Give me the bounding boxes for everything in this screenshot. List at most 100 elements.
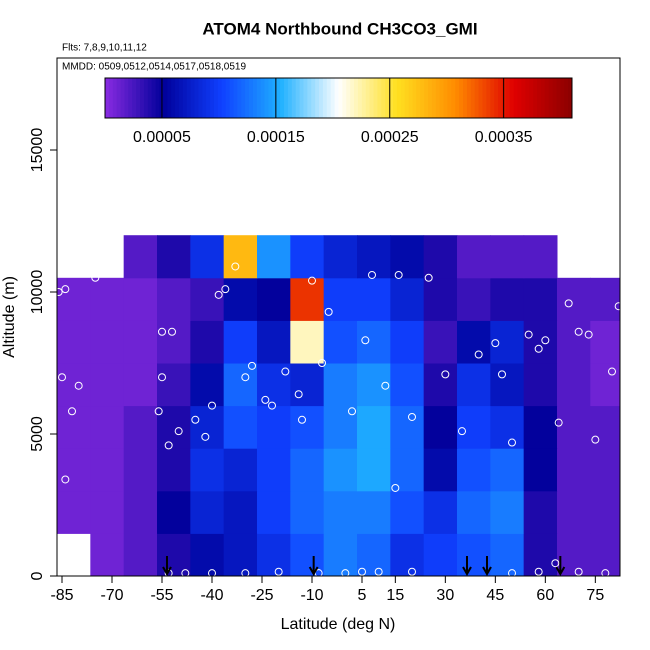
heat-cell <box>190 490 225 534</box>
heat-cell <box>457 277 491 321</box>
heat-cell <box>390 320 425 364</box>
observation-point <box>348 407 356 416</box>
heat-cell <box>523 363 558 407</box>
heat-cell <box>490 320 525 364</box>
heat-cell <box>590 277 620 321</box>
heat-cell <box>557 490 591 534</box>
colorbar-cell <box>412 78 417 118</box>
colorbar-cell <box>408 78 413 118</box>
colorbar-cell <box>229 78 234 118</box>
colorbar-cell <box>186 78 192 118</box>
heat-cell <box>223 533 258 576</box>
colorbar-cell <box>544 78 550 118</box>
colorbar-cell <box>198 78 203 118</box>
colorbar-cell <box>447 78 452 118</box>
heat-cell <box>357 533 391 576</box>
heat-cell <box>357 277 391 321</box>
observation-point <box>261 395 270 404</box>
observation-point <box>68 407 76 416</box>
colorbar-cell <box>470 78 476 118</box>
heat-cell <box>523 490 558 534</box>
colorbar-cell <box>136 78 141 118</box>
colorbar-cell <box>248 78 254 118</box>
heat-cell <box>523 320 558 364</box>
colorbar-cell <box>108 78 114 118</box>
colorbar-cell <box>280 78 285 118</box>
colorbar-cell <box>451 78 456 118</box>
colorbar-cell <box>124 78 129 118</box>
heat-cell <box>223 363 258 407</box>
heat-cell <box>90 448 125 492</box>
colorbar-cell <box>276 78 281 118</box>
heat-cell <box>57 448 91 492</box>
plot-area <box>57 235 620 576</box>
observation-point <box>574 567 583 576</box>
heat-cell <box>590 533 620 576</box>
colorbar-cell <box>151 78 157 118</box>
observation-point <box>408 412 416 421</box>
colorbar-cell <box>342 78 347 118</box>
heat-cell <box>523 533 558 576</box>
heat-cell <box>290 490 325 534</box>
observation-point <box>441 370 450 379</box>
observation-point <box>78 535 86 544</box>
observation-point <box>108 253 116 262</box>
heat-cell <box>223 490 258 534</box>
colorbar-cell <box>307 78 312 118</box>
heat-cell <box>490 363 525 407</box>
heat-cell <box>323 405 358 449</box>
heat-cell <box>323 235 358 279</box>
colorbar-cell <box>428 78 433 118</box>
colorbar-cell <box>498 78 503 118</box>
colorbar-cell <box>346 78 351 118</box>
heat-cell <box>190 363 225 407</box>
observation-point <box>601 569 610 576</box>
colorbar-cell <box>252 78 258 118</box>
heat-cell <box>257 490 291 534</box>
colorbar-cell <box>536 78 542 118</box>
colorbar-cell <box>330 78 336 118</box>
heat-cell <box>257 405 291 449</box>
x-tick-label: -25 <box>250 587 273 604</box>
observation-point <box>408 567 416 576</box>
observation-point <box>274 567 283 576</box>
heat-cell <box>90 533 125 576</box>
colorbar-cell <box>548 78 554 118</box>
heat-cell <box>157 490 191 534</box>
colorbar-cell <box>357 78 363 118</box>
heat-cell <box>457 405 491 449</box>
colorbar-cell <box>361 78 367 118</box>
colorbar-cell <box>143 78 149 118</box>
heat-cell <box>223 448 258 492</box>
observation-point <box>474 350 483 359</box>
colorbar-cell <box>443 78 448 118</box>
observation-point <box>324 307 333 316</box>
heat-cell <box>190 405 225 449</box>
observation-point <box>601 253 610 262</box>
heat-cell <box>357 490 391 534</box>
heat-cell <box>423 363 458 407</box>
heat-cell <box>323 363 358 407</box>
observation-point <box>164 441 173 450</box>
heat-cell <box>490 533 525 576</box>
heat-cell <box>323 277 358 321</box>
plot-frame <box>56 57 621 577</box>
heat-cell <box>123 405 158 449</box>
colorbar-cell <box>202 78 207 118</box>
observation-point <box>374 567 383 576</box>
observation-point <box>208 569 216 576</box>
heat-cell <box>523 448 558 492</box>
observation-point <box>61 285 70 294</box>
observation-point <box>158 327 166 336</box>
heat-cell <box>457 235 491 279</box>
colorbar-cell <box>303 78 308 118</box>
heat-cell <box>157 320 191 364</box>
heat-cell <box>90 277 125 321</box>
heat-cell <box>490 448 525 492</box>
arrow <box>555 556 566 576</box>
observation-point <box>298 415 306 424</box>
heat-cell <box>357 235 391 279</box>
observation-point <box>424 273 433 282</box>
colorbar-cell <box>459 78 464 118</box>
heat-cell <box>423 277 458 321</box>
